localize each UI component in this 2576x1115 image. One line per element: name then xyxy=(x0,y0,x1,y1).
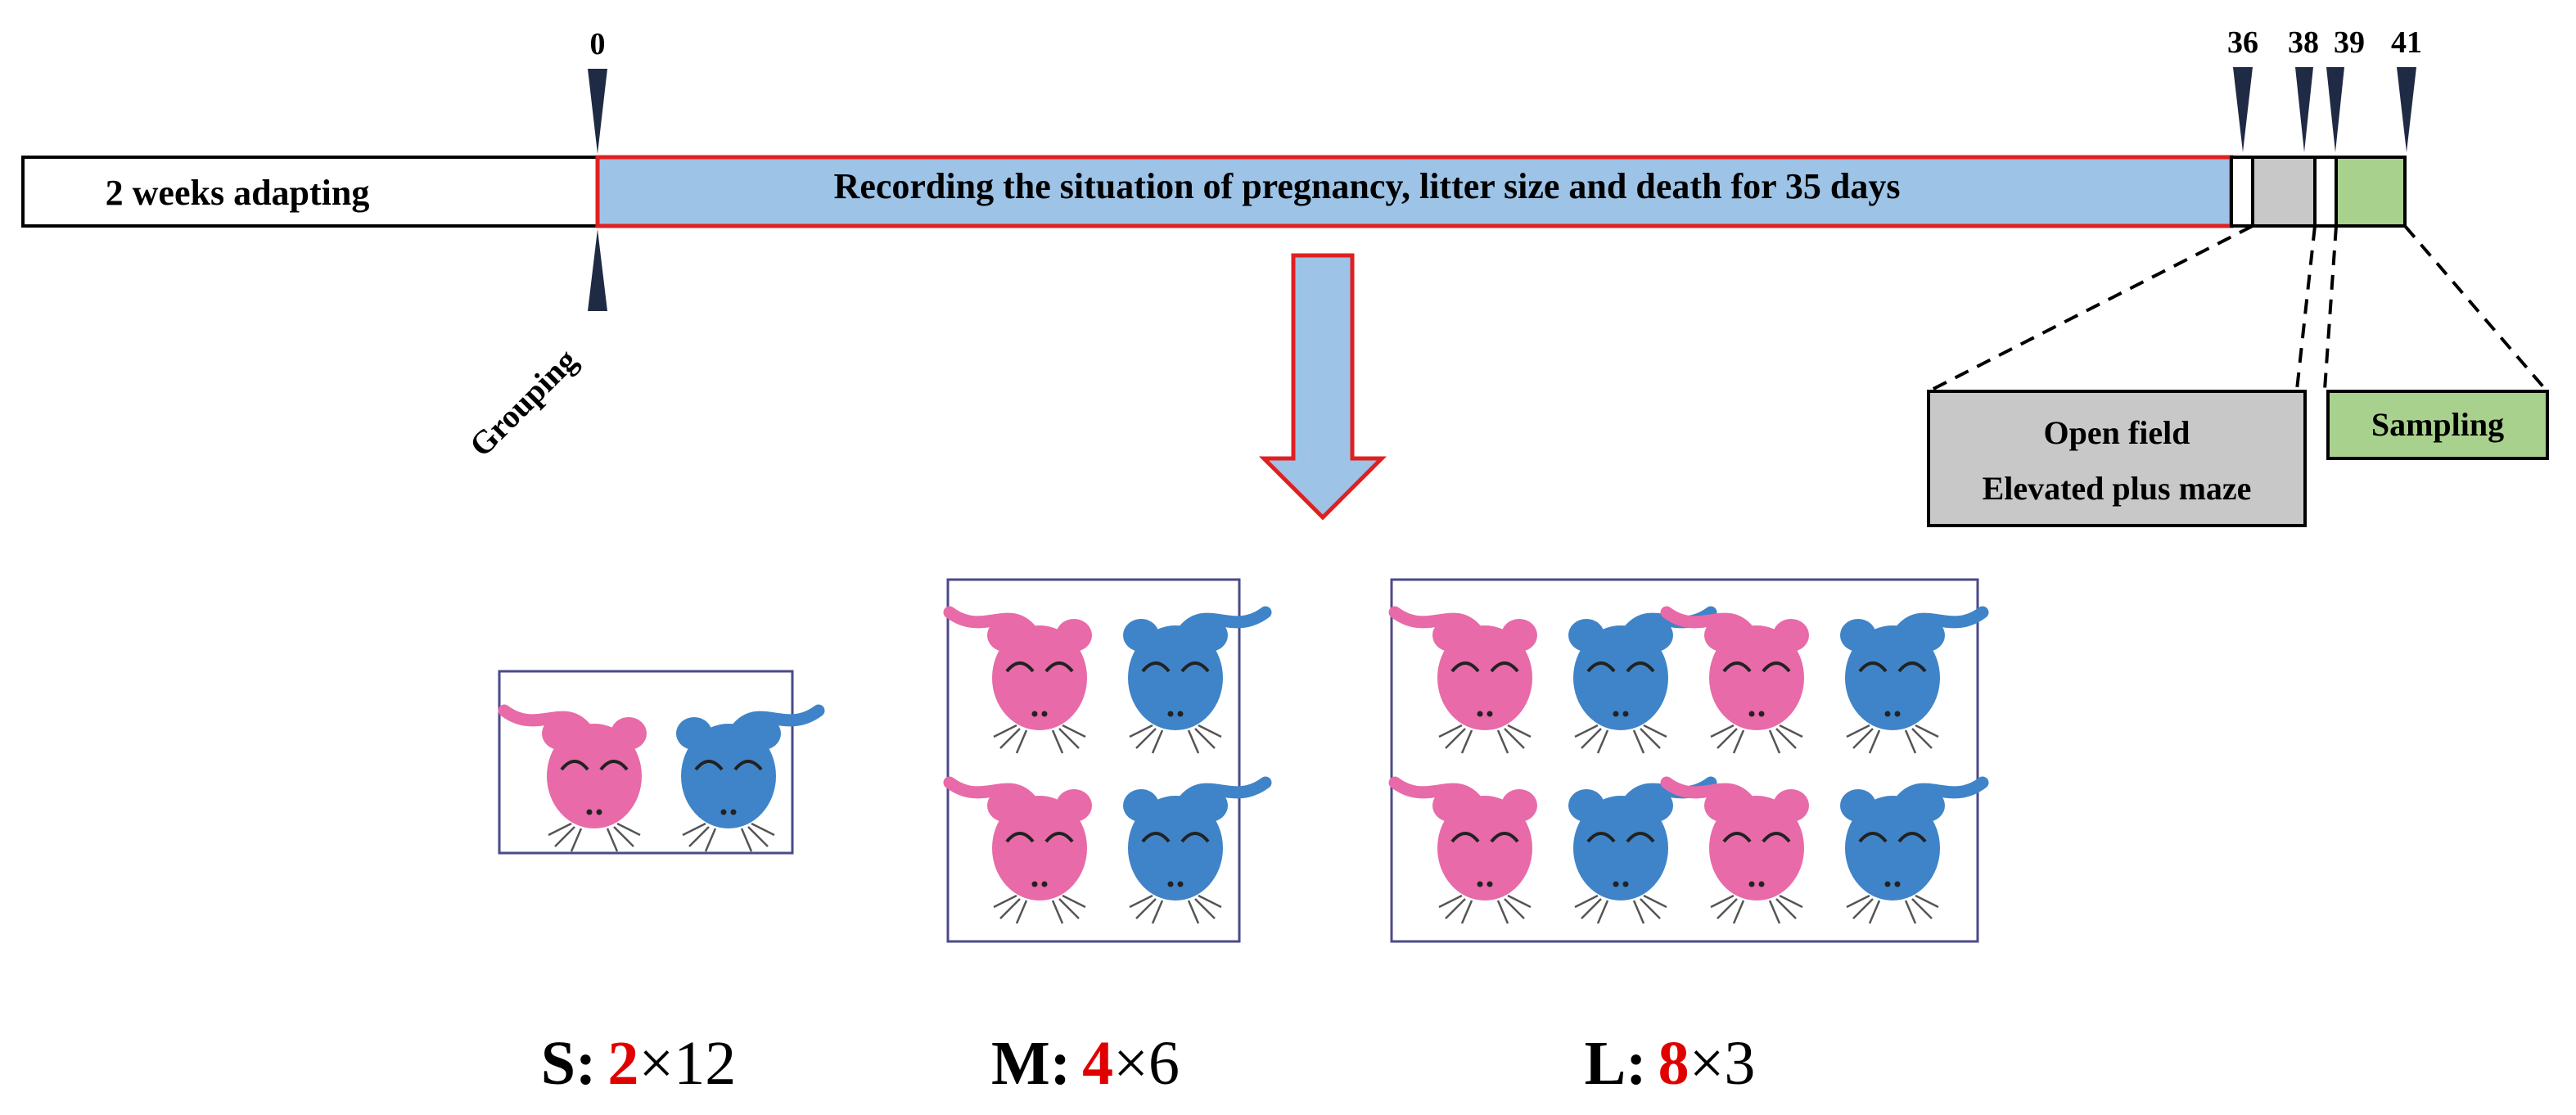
day-marker-36: 36 xyxy=(2227,25,2258,60)
day-38-pointer xyxy=(2295,67,2313,152)
group-labels: S: 2×12 M: 4×6 L: 8×3 xyxy=(541,1029,1756,1098)
cage-medium xyxy=(948,578,1265,943)
day-marker-0: 0 xyxy=(590,27,606,61)
behavior-test-box: Open field Elevated plus maze xyxy=(1927,390,2307,527)
behavior-test-segment xyxy=(2251,156,2317,228)
open-field-label: Open field xyxy=(2044,414,2190,451)
day-39-pointer xyxy=(2326,67,2344,152)
day-markers: 0 36 38 39 41 xyxy=(588,25,2422,311)
adapting-label: 2 weeks adapting xyxy=(106,173,370,213)
day-41-pointer xyxy=(2397,67,2416,152)
day-marker-41: 41 xyxy=(2391,25,2422,60)
sampling-label: Sampling xyxy=(2371,406,2504,443)
cage-small xyxy=(498,670,819,853)
down-arrow-icon xyxy=(1258,253,1387,521)
gap-segment-1 xyxy=(2230,156,2254,228)
group-count: 2 xyxy=(607,1029,638,1098)
cage-large xyxy=(1392,578,1983,943)
grouping-label: Grouping xyxy=(462,341,584,463)
group-times: ×12 xyxy=(638,1029,736,1098)
day-36-pointer xyxy=(2233,67,2253,152)
day-marker-39: 39 xyxy=(2334,25,2365,60)
group-count: 8 xyxy=(1658,1029,1690,1098)
recording-label: Recording the situation of pregnancy, li… xyxy=(834,166,1901,206)
group-label-m: M: 4×6 xyxy=(991,1029,1180,1098)
group-times: ×3 xyxy=(1690,1029,1756,1098)
group-letter: S: xyxy=(541,1029,597,1098)
group-letter: L: xyxy=(1585,1029,1647,1098)
adapting-segment xyxy=(21,156,599,228)
group-label-l: L: 8×3 xyxy=(1585,1029,1756,1098)
group-times: ×6 xyxy=(1113,1029,1180,1098)
gap-segment-2 xyxy=(2313,156,2338,228)
group-count: 4 xyxy=(1082,1029,1113,1098)
sampling-box: Sampling xyxy=(2326,390,2549,460)
sampling-segment xyxy=(2335,156,2407,228)
group-label-s: S: 2×12 xyxy=(541,1029,736,1098)
elevated-plus-maze-label: Elevated plus maze xyxy=(1983,470,2252,507)
day-0-pointer-bottom xyxy=(588,229,607,311)
day-marker-38: 38 xyxy=(2288,25,2319,60)
test-connectors xyxy=(1931,224,2547,391)
recording-segment xyxy=(595,155,2234,228)
day-0-pointer-top xyxy=(588,69,607,154)
timeline: 2 weeks adapting Recording the situation… xyxy=(21,155,2407,228)
group-letter: M: xyxy=(991,1029,1071,1098)
